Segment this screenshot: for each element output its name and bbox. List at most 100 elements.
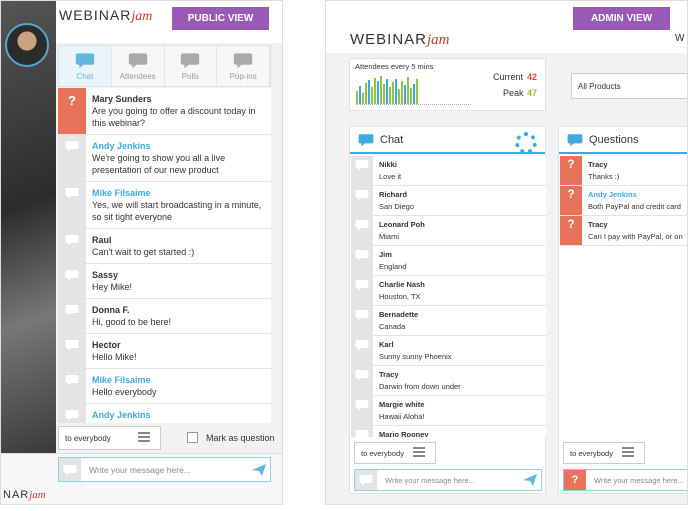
tab-icon	[59, 52, 111, 72]
message-text: Hi, good to be here!	[92, 317, 172, 327]
message-input[interactable]: Write your message here...	[58, 457, 271, 482]
message-text: Can't wait to get started :)	[92, 247, 195, 257]
panel-icon	[358, 133, 374, 147]
send-button[interactable]	[248, 463, 270, 476]
message-icon	[58, 229, 86, 263]
tab-icon	[165, 52, 217, 72]
stats-bar	[359, 86, 361, 104]
message-text: Yes, we will start broadcasting in a min…	[92, 200, 262, 222]
panel-icon	[567, 133, 583, 147]
message-body: Leonard Poh Miami	[373, 216, 431, 245]
message-icon	[58, 135, 86, 181]
message-author: Tracy	[379, 370, 399, 379]
tab-label: Attendees	[119, 72, 156, 81]
message-row: Andy Jenkins We're going to show you all …	[58, 135, 271, 182]
stats-bar	[407, 77, 409, 104]
tab[interactable]: Chat	[59, 46, 112, 86]
recipient-select[interactable]: to everybody	[58, 426, 161, 450]
message-icon: ?	[560, 186, 582, 215]
message-icon	[58, 404, 86, 423]
mark-question[interactable]: Mark as question	[187, 432, 275, 443]
recipient-select[interactable]: to everybody	[563, 442, 645, 464]
message-body: Tracy Can I pay with PayPal, or on	[582, 216, 687, 245]
message-icon	[351, 426, 373, 437]
view-badge: ADMIN VIEW	[573, 7, 670, 30]
message-body: Andy JenkinsWelcome to this webinar, fol…	[86, 404, 219, 423]
stats-bar	[392, 82, 394, 104]
admin-view: WEBINARjam W Attendees every 5 mins Current…	[325, 0, 688, 505]
message-text: Houston, TX	[379, 291, 421, 301]
message-author: Raul	[92, 235, 112, 245]
input-icon	[355, 470, 377, 490]
message-body: Andy Jenkins Both PayPal and credit card	[582, 186, 687, 215]
message-body: Raul Can't wait to get started :)	[86, 229, 200, 263]
panel-header: Chat	[350, 127, 545, 154]
public-view: WEBINARjam Chat Attendees Polls Pop-ins? Mary…	[0, 0, 283, 505]
logo-accent: jam	[29, 489, 46, 501]
chat-panel: Chat Nikki Love it Richard San Diego Leonard …	[349, 126, 546, 494]
logo: WEBINARjam	[59, 7, 152, 25]
message-author: Charlie Nash	[379, 280, 425, 289]
recipient-select[interactable]: to everybody	[354, 442, 436, 464]
message-text: Are you going to offer a discount today …	[92, 106, 256, 128]
stats-bar	[398, 89, 400, 104]
input-icon: ?	[564, 470, 586, 490]
message-author: Mario Rooney	[379, 430, 429, 437]
message-text: Hello Mike!	[92, 352, 137, 362]
message-row: Jim England	[351, 246, 546, 276]
message-list: Nikki Love it Richard San Diego Leonard Poh M…	[351, 156, 546, 437]
message-author: Tracy	[588, 220, 608, 229]
message-row: Donna F. Hi, good to be here!	[58, 299, 271, 334]
settings-gear[interactable]	[515, 132, 537, 154]
stats-bar	[368, 80, 370, 104]
message-input[interactable]: Write your message here...	[354, 469, 542, 491]
view-badge: PUBLIC VIEW	[172, 7, 269, 30]
message-row: Bernadette Canada	[351, 306, 546, 336]
panel-title: Chat	[380, 133, 404, 146]
message-author: Jim	[379, 250, 392, 259]
send-button[interactable]	[519, 474, 541, 486]
product-select[interactable]: All Products	[571, 73, 687, 99]
message-text: Can I pay with PayPal, or on	[588, 231, 683, 241]
message-row: ? Andy Jenkins Both PayPal and credit card	[560, 186, 687, 216]
stats-bars	[356, 73, 471, 105]
message-author: Bernadette	[379, 310, 419, 319]
checkbox[interactable]	[187, 432, 198, 443]
message-row: Tracy Darwin from down under	[351, 366, 546, 396]
message-author: Andy Jenkins	[588, 190, 637, 199]
message-body: Sassy Hey Mike!	[86, 264, 138, 298]
message-row: Nikki Love it	[351, 156, 546, 186]
message-icon	[351, 216, 373, 245]
tab-bar: Chat Attendees Polls Pop-ins	[58, 45, 271, 87]
message-text: Hawaii Aloha!	[379, 411, 425, 421]
tab[interactable]: Pop-ins	[217, 46, 270, 86]
message-author: Hector	[92, 340, 121, 350]
logo-accent: jam	[427, 32, 450, 48]
message-text: Hello everybody	[92, 387, 157, 397]
tab[interactable]: Polls	[165, 46, 218, 86]
message-body: Tracy Darwin from down under	[373, 366, 467, 395]
stats-bar	[416, 78, 418, 104]
tab[interactable]: Attendees	[112, 46, 165, 86]
message-text: San Diego	[379, 201, 415, 211]
tab-label: Chat	[76, 72, 94, 81]
message-text: Thanks :)	[588, 171, 620, 181]
message-icon	[351, 306, 373, 335]
message-body: Donna F. Hi, good to be here!	[86, 299, 177, 333]
message-row: Mario RooneyChicago baby	[351, 426, 546, 437]
message-icon	[351, 276, 373, 305]
message-text: Welcome to this webinar, folks	[92, 421, 213, 423]
chat-list: ? Mary Sunders Are you going to offer a di…	[58, 88, 271, 423]
message-row: ? Tracy Thanks :)	[560, 156, 687, 186]
message-row: Charlie Nash Houston, TX	[351, 276, 546, 306]
input-placeholder: Write your message here...	[385, 475, 475, 485]
message-input[interactable]: ? Write your message here...	[563, 469, 687, 491]
questions-panel: Questions? Tracy Thanks :)? Andy Jenkins Bot…	[558, 126, 687, 494]
message-icon	[351, 156, 373, 185]
message-icon	[58, 299, 86, 333]
stats-title: Attendees every 5 mins	[355, 62, 434, 71]
message-text: Sunny sunny Phoenix	[379, 351, 452, 361]
message-icon	[351, 336, 373, 365]
message-body: Mike Filsaime Hello everybody	[86, 369, 163, 403]
